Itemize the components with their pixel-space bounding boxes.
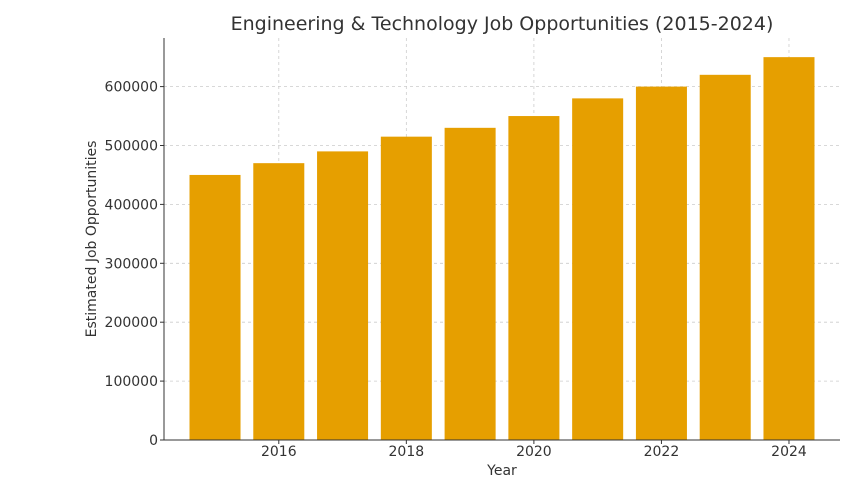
x-tick-label: 2018 <box>389 444 425 460</box>
y-axis-label: Estimated Job Opportunities <box>84 141 100 338</box>
y-tick-label: 100000 <box>105 374 158 390</box>
bar-2021 <box>572 98 624 440</box>
bar-2023 <box>699 74 751 441</box>
x-tick-label: 2020 <box>516 444 552 460</box>
x-axis-label: Year <box>486 463 517 479</box>
bars <box>189 57 815 441</box>
bar-2018 <box>380 136 432 440</box>
bar-2020 <box>508 116 560 441</box>
bar-2015 <box>189 174 241 440</box>
y-ticks: 0 100000 200000 300000 400000 500000 600000 <box>105 80 164 449</box>
x-tick-label: 2016 <box>261 444 297 460</box>
axes <box>163 38 840 441</box>
y-tick-label: 400000 <box>105 197 158 213</box>
bar-2024 <box>763 57 815 441</box>
y-tick-label: 0 <box>149 433 158 449</box>
bar-2017 <box>317 151 369 440</box>
x-ticks: 2016 2018 2020 2022 2024 <box>261 440 807 460</box>
y-tick-label: 300000 <box>105 256 158 272</box>
x-tick-label: 2024 <box>771 444 807 460</box>
y-tick-label: 500000 <box>105 138 158 154</box>
bar-2016 <box>253 163 305 440</box>
y-tick-label: 200000 <box>105 315 158 331</box>
bar-2022 <box>635 86 687 440</box>
chart-title: Engineering & Technology Job Opportuniti… <box>231 13 774 35</box>
y-tick-label: 600000 <box>105 80 158 96</box>
bar-2019 <box>444 127 496 441</box>
x-tick-label: 2022 <box>644 444 680 460</box>
